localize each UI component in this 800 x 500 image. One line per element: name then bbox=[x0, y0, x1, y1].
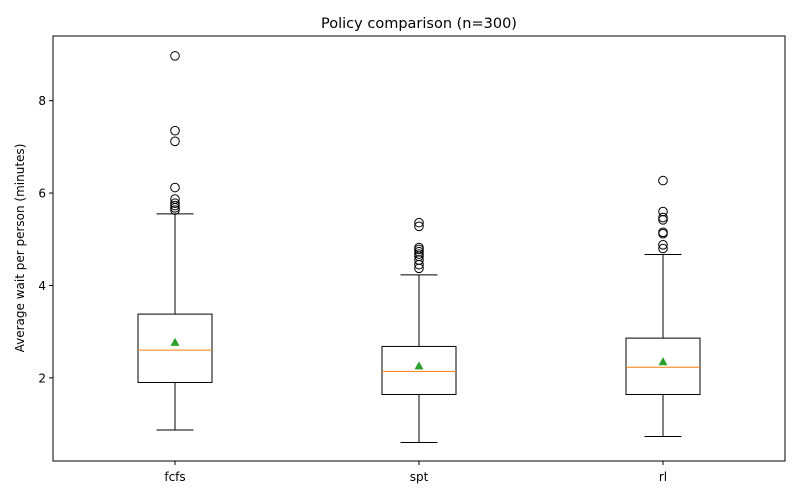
y-axis-label: Average wait per person (minutes) bbox=[13, 144, 27, 353]
plot-area: 2 4 6 8 fcfs spt rl bbox=[38, 35, 786, 484]
box-rl bbox=[625, 337, 701, 395]
outlier-point-rl bbox=[658, 212, 668, 223]
x-tick-label-fcfs: fcfs bbox=[164, 470, 185, 484]
outlier-point-spt bbox=[414, 246, 424, 257]
y-tick-label: 4 bbox=[38, 279, 46, 293]
box-spt bbox=[381, 345, 457, 395]
outlier-point-fcfs bbox=[170, 194, 180, 204]
outlier-point-rl bbox=[658, 243, 668, 254]
outlier-point-fcfs bbox=[170, 125, 180, 136]
x-tick-label-rl: rl bbox=[659, 470, 667, 484]
outlier-point-spt bbox=[414, 249, 424, 259]
mean-marker-fcfs bbox=[170, 337, 180, 346]
outlier-point-fcfs bbox=[170, 205, 180, 215]
outlier-point-rl bbox=[658, 227, 668, 238]
outlier-point-fcfs bbox=[170, 182, 180, 193]
outlier-point-rl bbox=[658, 175, 668, 186]
box-fcfs bbox=[137, 313, 213, 383]
y-tick-label: 6 bbox=[38, 187, 46, 201]
outlier-point-spt bbox=[414, 217, 424, 228]
chart-title: Policy comparison (n=300) bbox=[321, 16, 517, 32]
outlier-point-spt bbox=[414, 221, 424, 232]
outlier-point-rl bbox=[658, 206, 668, 217]
y-tick-label: 8 bbox=[38, 94, 46, 108]
y-tick-label: 2 bbox=[38, 371, 46, 385]
mean-marker-spt bbox=[414, 361, 424, 370]
mean-marker-rl bbox=[658, 357, 668, 366]
outlier-point-rl bbox=[658, 240, 668, 250]
outlier-point-fcfs bbox=[170, 136, 180, 147]
x-tick-label-spt: spt bbox=[410, 470, 429, 484]
outlier-point-fcfs bbox=[170, 51, 180, 61]
outlier-point-fcfs bbox=[170, 200, 180, 211]
outlier-point-spt bbox=[414, 242, 424, 253]
outlier-point-fcfs bbox=[170, 198, 180, 209]
